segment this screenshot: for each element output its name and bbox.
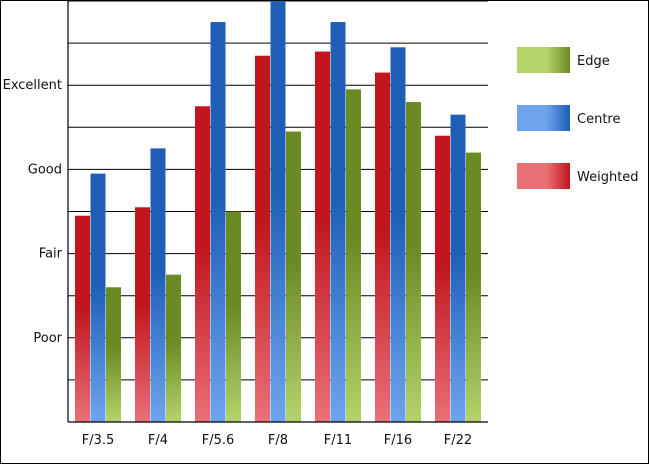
legend-swatch-weighted — [517, 163, 570, 189]
y-tick-labels: Poor Fair Good Excellent — [3, 78, 63, 346]
bar-edge-f-3-5 — [106, 287, 121, 422]
x-tick-label: F/11 — [324, 433, 352, 448]
bar-weighted-f-11 — [315, 51, 330, 423]
bar-edge-f-8 — [286, 131, 301, 422]
bar-centre-f-11 — [330, 22, 346, 423]
bar-centre-f-8 — [270, 1, 286, 422]
bar-weighted-f-8 — [255, 55, 270, 422]
bar-weighted-f-4 — [135, 207, 150, 422]
bar-edge-f-16 — [406, 102, 421, 422]
x-tick-label: F/3.5 — [82, 433, 115, 448]
y-tick-label: Good — [28, 162, 62, 177]
y-tick-label: Poor — [33, 331, 62, 346]
bar-centre-f-16 — [390, 47, 406, 423]
bar-edge-f-4 — [166, 274, 181, 422]
axes — [67, 1, 488, 423]
bars — [75, 1, 481, 423]
y-tick-label: Excellent — [3, 78, 62, 93]
legend-swatch-centre — [517, 105, 570, 131]
legend-label-edge: Edge — [577, 54, 610, 69]
legend: Edge Centre Weighted — [517, 47, 639, 189]
bar-weighted-f-5-6 — [195, 106, 210, 422]
bar-centre-f-5-6 — [210, 22, 226, 423]
bar-centre-f-22 — [450, 114, 466, 423]
x-tick-labels: F/3.5 F/4 F/5.6 F/8 F/11 F/16 F/22 — [82, 433, 472, 448]
y-tick-label: Fair — [39, 247, 63, 262]
bar-weighted-f-16 — [375, 72, 390, 422]
x-tick-label: F/16 — [384, 433, 412, 448]
x-tick-label: F/22 — [444, 433, 472, 448]
x-tick-label: F/8 — [268, 433, 288, 448]
x-tick-label: F/4 — [148, 433, 168, 448]
legend-swatch-edge — [517, 47, 570, 73]
legend-label-centre: Centre — [577, 112, 620, 127]
x-tick-label: F/5.6 — [202, 433, 235, 448]
bar-weighted-f-3-5 — [75, 215, 90, 422]
legend-label-weighted: Weighted — [577, 170, 639, 185]
bar-edge-f-11 — [346, 89, 361, 422]
bar-edge-f-22 — [466, 152, 481, 422]
bar-centre-f-3-5 — [90, 173, 106, 422]
bar-edge-f-5-6 — [226, 211, 241, 422]
bar-weighted-f-22 — [435, 135, 450, 422]
bar-centre-f-4 — [150, 148, 166, 422]
